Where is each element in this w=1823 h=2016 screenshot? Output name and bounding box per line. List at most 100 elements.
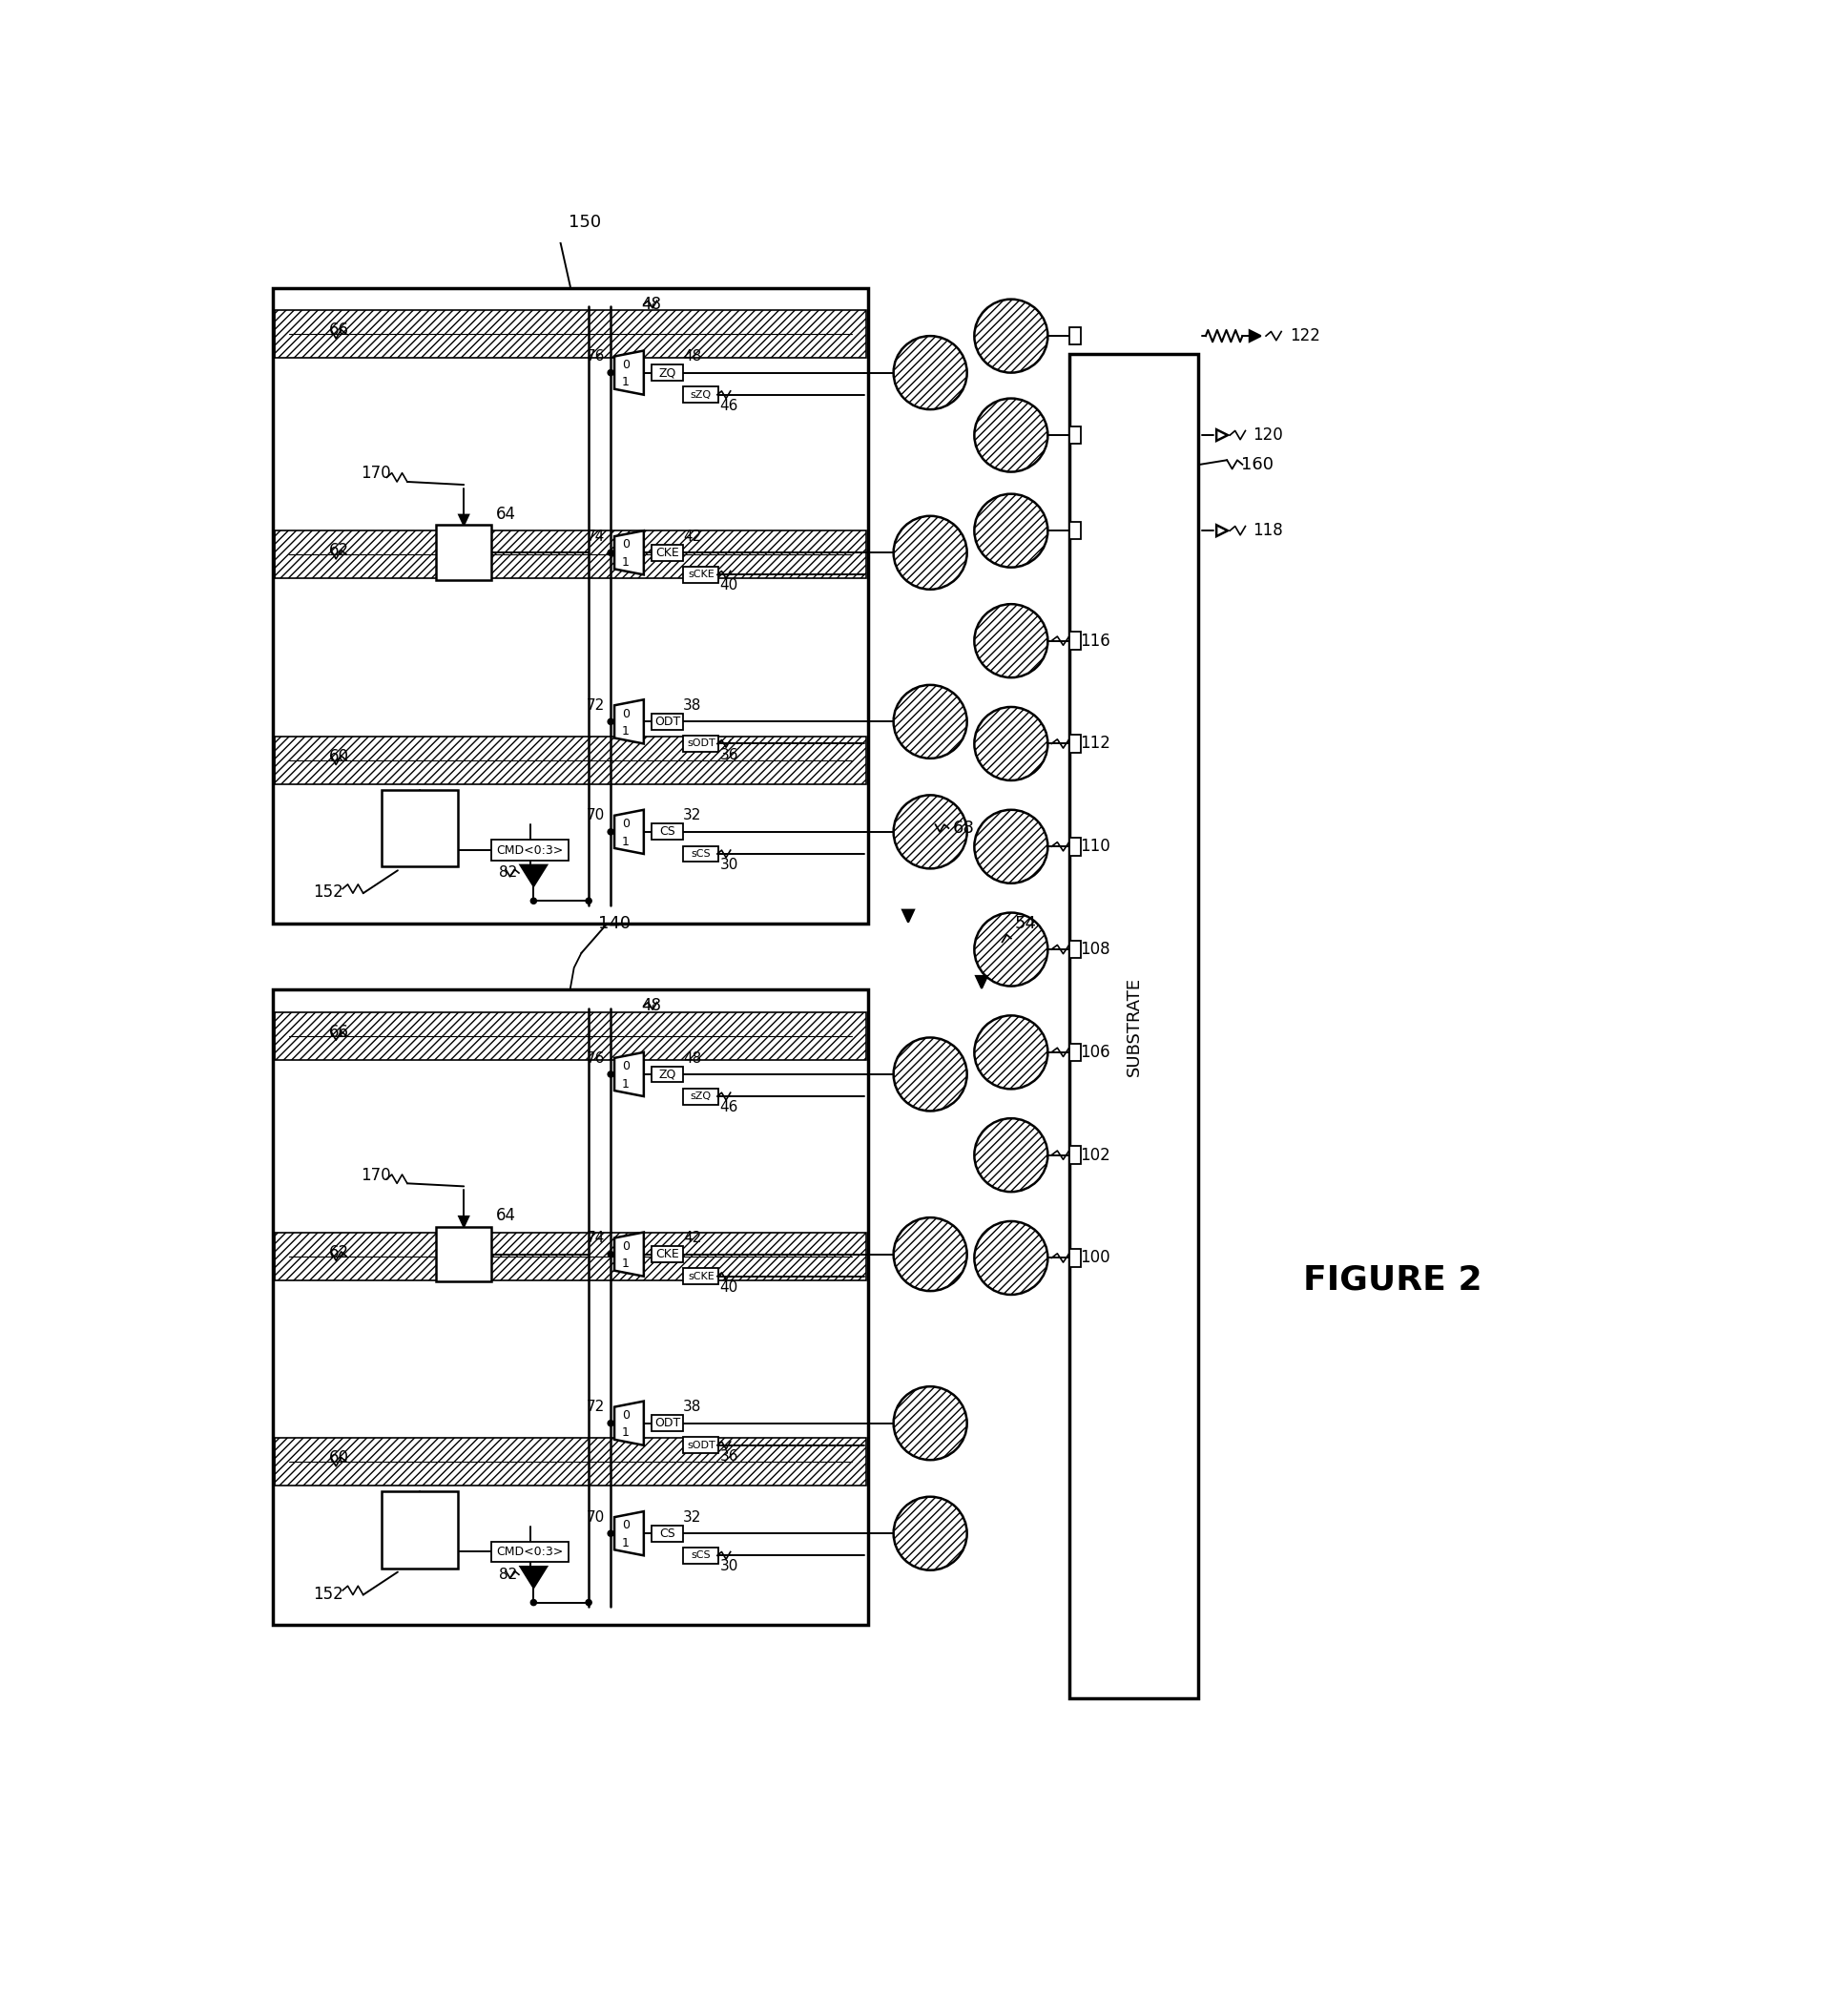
- Text: 1: 1: [622, 556, 629, 569]
- Text: 1: 1: [622, 377, 629, 389]
- Bar: [273, 1232, 866, 1280]
- Text: 1: 1: [622, 1258, 629, 1270]
- Polygon shape: [520, 865, 547, 887]
- Circle shape: [607, 550, 614, 556]
- Text: 116: 116: [1079, 633, 1110, 649]
- Circle shape: [607, 1421, 614, 1425]
- Bar: [273, 310, 866, 359]
- Text: 170: 170: [361, 466, 390, 482]
- Bar: [273, 530, 866, 579]
- Text: FIGURE 2: FIGURE 2: [1303, 1264, 1482, 1296]
- Circle shape: [973, 1222, 1048, 1294]
- Text: 42: 42: [684, 1232, 702, 1246]
- Text: ZQ: ZQ: [658, 1068, 676, 1081]
- Text: 1: 1: [622, 1536, 629, 1550]
- Bar: [1070, 522, 1081, 540]
- Circle shape: [530, 897, 536, 903]
- Text: 70: 70: [587, 808, 605, 823]
- Text: 66: 66: [328, 323, 348, 339]
- Text: 76: 76: [587, 1050, 605, 1064]
- Bar: [273, 736, 866, 784]
- Text: 32: 32: [684, 808, 702, 823]
- Bar: [684, 847, 718, 863]
- Bar: [651, 1246, 684, 1262]
- Text: 0: 0: [622, 1520, 629, 1532]
- Text: 62: 62: [328, 542, 348, 558]
- Bar: [273, 990, 868, 1625]
- Circle shape: [893, 1038, 966, 1111]
- Polygon shape: [614, 1401, 644, 1445]
- Text: 72: 72: [587, 1399, 605, 1415]
- Bar: [1070, 1250, 1081, 1266]
- Text: CMD<0:3>: CMD<0:3>: [496, 1546, 563, 1558]
- Polygon shape: [459, 514, 469, 524]
- Text: CKE: CKE: [656, 1248, 680, 1260]
- Bar: [684, 387, 718, 403]
- Text: 106: 106: [1079, 1044, 1110, 1060]
- Bar: [651, 1526, 684, 1542]
- Bar: [651, 365, 684, 381]
- Bar: [381, 790, 458, 867]
- Circle shape: [607, 720, 614, 724]
- Bar: [1070, 736, 1081, 752]
- Text: 152: 152: [314, 883, 343, 901]
- Bar: [684, 1548, 718, 1564]
- Text: 40: 40: [720, 579, 738, 593]
- Text: 40: 40: [720, 1280, 738, 1294]
- Text: 160: 160: [1241, 456, 1272, 474]
- Polygon shape: [975, 976, 988, 988]
- Text: 0: 0: [622, 538, 629, 550]
- Text: 0: 0: [622, 818, 629, 831]
- Bar: [273, 288, 868, 923]
- Circle shape: [973, 1119, 1048, 1191]
- Polygon shape: [459, 1216, 469, 1226]
- Text: 46: 46: [720, 1101, 738, 1115]
- Circle shape: [607, 1070, 614, 1077]
- Text: 38: 38: [684, 698, 702, 712]
- Polygon shape: [614, 351, 644, 395]
- Text: 64: 64: [496, 1208, 516, 1224]
- Circle shape: [585, 897, 592, 903]
- Bar: [684, 1089, 718, 1105]
- Circle shape: [607, 1530, 614, 1536]
- Circle shape: [607, 1252, 614, 1258]
- Polygon shape: [614, 530, 644, 575]
- Text: 48: 48: [684, 1050, 702, 1064]
- Circle shape: [585, 1599, 592, 1605]
- Text: sZQ: sZQ: [691, 389, 711, 399]
- Polygon shape: [1216, 524, 1227, 536]
- Circle shape: [893, 516, 966, 589]
- Text: 110: 110: [1079, 839, 1110, 855]
- Polygon shape: [614, 1512, 644, 1556]
- Circle shape: [973, 913, 1048, 986]
- Bar: [492, 1542, 569, 1562]
- Text: 68: 68: [952, 821, 973, 837]
- Bar: [1070, 633, 1081, 649]
- Text: 0: 0: [622, 1240, 629, 1252]
- Text: 140: 140: [598, 915, 631, 931]
- Text: 1: 1: [622, 1079, 629, 1091]
- Circle shape: [973, 298, 1048, 373]
- Text: 1: 1: [622, 835, 629, 849]
- Text: 152: 152: [314, 1585, 343, 1603]
- Bar: [651, 1415, 684, 1431]
- Bar: [684, 1268, 718, 1284]
- Text: 120: 120: [1252, 427, 1283, 444]
- Text: 0: 0: [622, 1409, 629, 1421]
- Bar: [1070, 355, 1198, 1699]
- Text: 70: 70: [587, 1510, 605, 1524]
- Text: 36: 36: [720, 1450, 738, 1464]
- Text: CMD<0:3>: CMD<0:3>: [496, 845, 563, 857]
- Text: SUBSTRATE: SUBSTRATE: [1125, 978, 1143, 1077]
- Text: 150: 150: [569, 214, 602, 230]
- Bar: [436, 524, 492, 581]
- Polygon shape: [614, 1052, 644, 1097]
- Text: 112: 112: [1079, 736, 1110, 752]
- Polygon shape: [614, 810, 644, 855]
- Circle shape: [893, 1496, 966, 1570]
- Circle shape: [973, 399, 1048, 472]
- Circle shape: [893, 794, 966, 869]
- Circle shape: [973, 810, 1048, 883]
- Circle shape: [530, 1599, 536, 1605]
- Circle shape: [973, 708, 1048, 780]
